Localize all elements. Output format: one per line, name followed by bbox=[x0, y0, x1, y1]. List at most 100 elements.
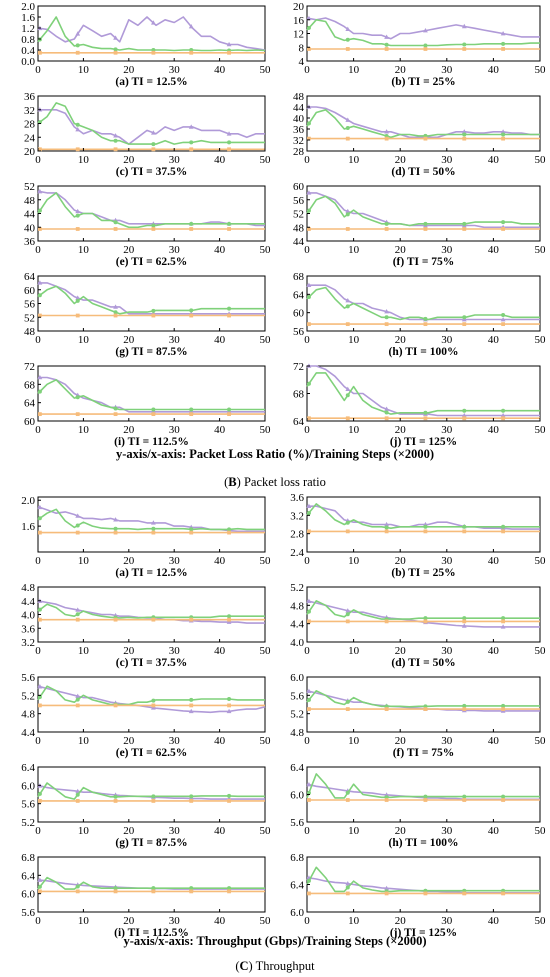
green-series-marker bbox=[113, 406, 118, 411]
green-series-marker bbox=[113, 886, 118, 891]
x-tick-label: 10 bbox=[78, 735, 90, 747]
plot-frame bbox=[37, 586, 266, 643]
orange-series-marker bbox=[151, 227, 156, 231]
x-tick-label: 0 bbox=[304, 555, 310, 567]
x-tick-label: 0 bbox=[304, 825, 310, 837]
orange-series-marker bbox=[345, 798, 350, 802]
y-tick-label: 64 bbox=[293, 289, 305, 301]
y-tick-label: 6.4 bbox=[21, 870, 35, 882]
purple-series-marker bbox=[75, 295, 81, 300]
orange-series-marker bbox=[75, 617, 80, 622]
x-tick-label: 50 bbox=[260, 244, 272, 256]
purple-series-marker bbox=[226, 619, 232, 624]
x-tick-label: 50 bbox=[535, 244, 547, 256]
y-tick-label: 40 bbox=[24, 222, 36, 234]
x-tick-label: 10 bbox=[348, 825, 360, 837]
chart-panel-8: 56 60 64 68 0 10 20 30 40 50 (h) TI = 100% bbox=[293, 271, 546, 358]
x-tick-label: 30 bbox=[169, 555, 181, 567]
green-series-marker bbox=[462, 616, 467, 621]
orange-series-marker bbox=[113, 313, 118, 318]
orange-series-marker bbox=[113, 703, 118, 708]
green-series-marker bbox=[423, 794, 428, 799]
green-series-marker bbox=[227, 886, 232, 891]
panel-caption: (i) TI = 112.5% bbox=[114, 436, 189, 448]
green-series-marker bbox=[345, 520, 350, 525]
purple-series-marker bbox=[345, 881, 351, 886]
orange-series-marker bbox=[75, 227, 80, 231]
x-tick-label: 50 bbox=[260, 334, 272, 346]
purple-series-marker bbox=[500, 129, 506, 134]
chart-panel-14: 4.0 4.4 4.8 5.2 0 10 20 30 40 50 (d) TI = 50% bbox=[290, 582, 546, 669]
y-tick-label: 12 bbox=[293, 29, 304, 41]
y-tick-label: 2.0 bbox=[21, 1, 35, 13]
y-tick-label: 8 bbox=[299, 42, 305, 54]
x-tick-label: 10 bbox=[348, 645, 360, 657]
orange-series-marker bbox=[37, 313, 42, 318]
y-tick-label: 6.0 bbox=[290, 790, 304, 802]
y-tick-label: 5.6 bbox=[21, 672, 35, 684]
x-tick-label: 40 bbox=[488, 735, 500, 747]
orange-series-marker bbox=[189, 147, 194, 152]
x-tick-label: 20 bbox=[395, 424, 407, 436]
y-tick-label: 60 bbox=[24, 285, 36, 297]
green-series-marker bbox=[423, 616, 428, 621]
y-tick-label: 1.6 bbox=[21, 521, 35, 533]
purple-series-marker bbox=[150, 130, 156, 135]
panel-caption: (d) TI = 50% bbox=[391, 166, 455, 178]
x-tick-label: 10 bbox=[348, 244, 360, 256]
y-tick-label: 40 bbox=[293, 113, 305, 125]
purple-series-line bbox=[307, 284, 540, 321]
y-tick-label: 6.8 bbox=[21, 852, 35, 864]
orange-series-marker bbox=[501, 47, 506, 51]
x-tick-label: 50 bbox=[535, 424, 547, 436]
y-tick-label: 32 bbox=[293, 135, 304, 147]
green-series-marker bbox=[75, 697, 80, 702]
green-series-marker bbox=[501, 132, 506, 137]
y-tick-label: 6.0 bbox=[290, 907, 304, 919]
purple-series-marker bbox=[150, 705, 156, 710]
orange-series-marker bbox=[37, 412, 42, 417]
purple-series-marker bbox=[188, 124, 194, 129]
orange-series-marker bbox=[189, 412, 194, 417]
x-tick-label: 50 bbox=[260, 64, 272, 76]
green-series-marker bbox=[501, 220, 506, 225]
green-series-marker bbox=[306, 295, 311, 300]
panel-caption: (i) TI = 112.5% bbox=[114, 927, 189, 939]
orange-series-marker bbox=[423, 619, 428, 624]
x-tick-label: 10 bbox=[348, 555, 360, 567]
orange-series-marker bbox=[113, 530, 118, 535]
y-tick-label: 48 bbox=[24, 195, 36, 207]
orange-series-marker bbox=[384, 322, 389, 327]
purple-series-line bbox=[38, 376, 265, 413]
y-tick-label: 68 bbox=[293, 271, 305, 283]
x-tick-label: 30 bbox=[169, 825, 181, 837]
green-series-marker bbox=[423, 316, 428, 321]
green-series-marker bbox=[151, 407, 156, 412]
purple-series-marker bbox=[113, 304, 118, 309]
y-tick-label: 6.4 bbox=[21, 762, 35, 774]
purple-series-marker bbox=[306, 782, 312, 787]
orange-series-marker bbox=[307, 322, 311, 327]
x-tick-label: 50 bbox=[260, 915, 272, 927]
orange-series-marker bbox=[462, 322, 467, 327]
x-tick-label: 50 bbox=[260, 735, 272, 747]
panel-caption: (j) TI = 125% bbox=[390, 927, 457, 939]
panel-caption: (e) TI = 62.5% bbox=[116, 256, 188, 268]
x-tick-label: 30 bbox=[441, 64, 453, 76]
orange-series-marker bbox=[423, 227, 428, 231]
orange-series-marker bbox=[37, 799, 42, 803]
green-series-marker bbox=[501, 408, 506, 413]
x-tick-label: 0 bbox=[35, 915, 41, 927]
x-tick-label: 40 bbox=[214, 645, 226, 657]
orange-series-marker bbox=[462, 136, 467, 141]
x-tick-label: 10 bbox=[78, 825, 90, 837]
orange-series-marker bbox=[227, 227, 231, 231]
y-tick-label: 4 bbox=[299, 56, 305, 68]
panel-caption: (f) TI = 75% bbox=[393, 256, 455, 268]
purple-series-line bbox=[37, 685, 266, 714]
y-tick-label: 52 bbox=[293, 209, 304, 221]
